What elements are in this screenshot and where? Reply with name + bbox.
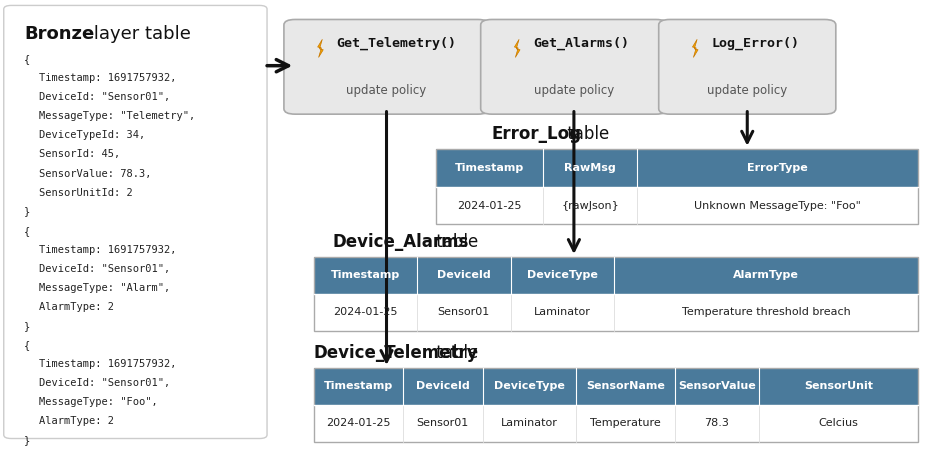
Text: Temperature: Temperature <box>590 418 660 428</box>
Polygon shape <box>692 39 697 58</box>
Text: ErrorType: ErrorType <box>747 163 807 173</box>
Text: Error_Log: Error_Log <box>491 125 581 143</box>
Bar <box>435 149 917 224</box>
Text: {: { <box>24 226 31 236</box>
Bar <box>314 257 917 331</box>
Text: }: } <box>24 207 31 217</box>
FancyBboxPatch shape <box>284 19 489 114</box>
Text: MessageType: "Foo",: MessageType: "Foo", <box>39 397 158 407</box>
Text: Timestamp: Timestamp <box>324 381 392 391</box>
Text: Timestamp: 1691757932,: Timestamp: 1691757932, <box>39 73 177 83</box>
Text: layer table: layer table <box>88 25 191 43</box>
Text: }: } <box>24 435 31 445</box>
Text: DeviceType: DeviceType <box>526 270 597 280</box>
Bar <box>314 257 917 294</box>
Text: AlarmType: AlarmType <box>732 270 798 280</box>
Text: Sensor01: Sensor01 <box>417 418 468 428</box>
Bar <box>435 187 917 224</box>
Text: MessageType: "Telemetry",: MessageType: "Telemetry", <box>39 111 196 121</box>
Polygon shape <box>514 39 519 58</box>
Polygon shape <box>317 39 323 58</box>
Text: Timestamp: Timestamp <box>330 270 400 280</box>
Text: AlarmType: 2: AlarmType: 2 <box>39 416 114 426</box>
Text: DeviceTypeId: 34,: DeviceTypeId: 34, <box>39 130 145 140</box>
Text: SensorValue: SensorValue <box>678 381 754 391</box>
Text: AlarmType: 2: AlarmType: 2 <box>39 302 114 312</box>
Text: 2024-01-25: 2024-01-25 <box>333 307 397 317</box>
FancyBboxPatch shape <box>658 19 835 114</box>
Text: Device_Telemetry: Device_Telemetry <box>314 344 478 362</box>
Bar <box>314 368 917 405</box>
Text: DeviceId: "Sensor01",: DeviceId: "Sensor01", <box>39 264 170 274</box>
Text: SensorId: 45,: SensorId: 45, <box>39 149 121 159</box>
Text: {: { <box>24 54 31 64</box>
Text: Log_Error(): Log_Error() <box>710 37 798 50</box>
Text: Get_Telemetry(): Get_Telemetry() <box>336 37 456 50</box>
Text: SensorUnitId: 2: SensorUnitId: 2 <box>39 188 133 198</box>
Text: }: } <box>24 321 31 331</box>
Text: SensorName: SensorName <box>585 381 665 391</box>
Bar <box>435 149 917 187</box>
Text: DeviceId: DeviceId <box>416 381 469 391</box>
Text: update policy: update policy <box>346 84 426 97</box>
Text: DeviceId: DeviceId <box>436 270 490 280</box>
Text: Timestamp: 1691757932,: Timestamp: 1691757932, <box>39 245 177 255</box>
FancyBboxPatch shape <box>480 19 666 114</box>
Bar <box>314 368 917 442</box>
Text: Device_Alarms: Device_Alarms <box>332 233 469 251</box>
Text: Bronze: Bronze <box>24 25 95 43</box>
Text: SensorUnit: SensorUnit <box>803 381 872 391</box>
Text: table: table <box>562 125 608 143</box>
Text: Get_Alarms(): Get_Alarms() <box>533 37 628 50</box>
Text: table: table <box>431 233 477 251</box>
Text: MessageType: "Alarm",: MessageType: "Alarm", <box>39 283 170 293</box>
Text: Timestamp: 1691757932,: Timestamp: 1691757932, <box>39 359 177 369</box>
Text: DeviceType: DeviceType <box>493 381 564 391</box>
Text: Timestamp: Timestamp <box>455 163 523 173</box>
Text: 78.3: 78.3 <box>704 418 728 428</box>
Text: update policy: update policy <box>707 84 786 97</box>
Text: DeviceId: "Sensor01",: DeviceId: "Sensor01", <box>39 378 170 388</box>
Bar <box>314 294 917 331</box>
Text: {: { <box>24 340 31 350</box>
FancyBboxPatch shape <box>4 5 267 439</box>
Text: Temperature threshold breach: Temperature threshold breach <box>680 307 850 317</box>
Text: RawMsg: RawMsg <box>563 163 616 173</box>
Text: {rawJson}: {rawJson} <box>561 201 619 211</box>
Text: table: table <box>431 344 477 362</box>
Text: 2024-01-25: 2024-01-25 <box>326 418 390 428</box>
Text: Laminator: Laminator <box>501 418 557 428</box>
Text: SensorValue: 78.3,: SensorValue: 78.3, <box>39 169 152 178</box>
Text: DeviceId: "Sensor01",: DeviceId: "Sensor01", <box>39 92 170 102</box>
Text: Sensor01: Sensor01 <box>437 307 490 317</box>
Text: 2024-01-25: 2024-01-25 <box>457 201 521 211</box>
Text: Celcius: Celcius <box>818 418 857 428</box>
Text: Laminator: Laminator <box>534 307 590 317</box>
Bar <box>314 405 917 442</box>
Text: Unknown MessageType: "Foo": Unknown MessageType: "Foo" <box>694 201 860 211</box>
Text: update policy: update policy <box>534 84 613 97</box>
